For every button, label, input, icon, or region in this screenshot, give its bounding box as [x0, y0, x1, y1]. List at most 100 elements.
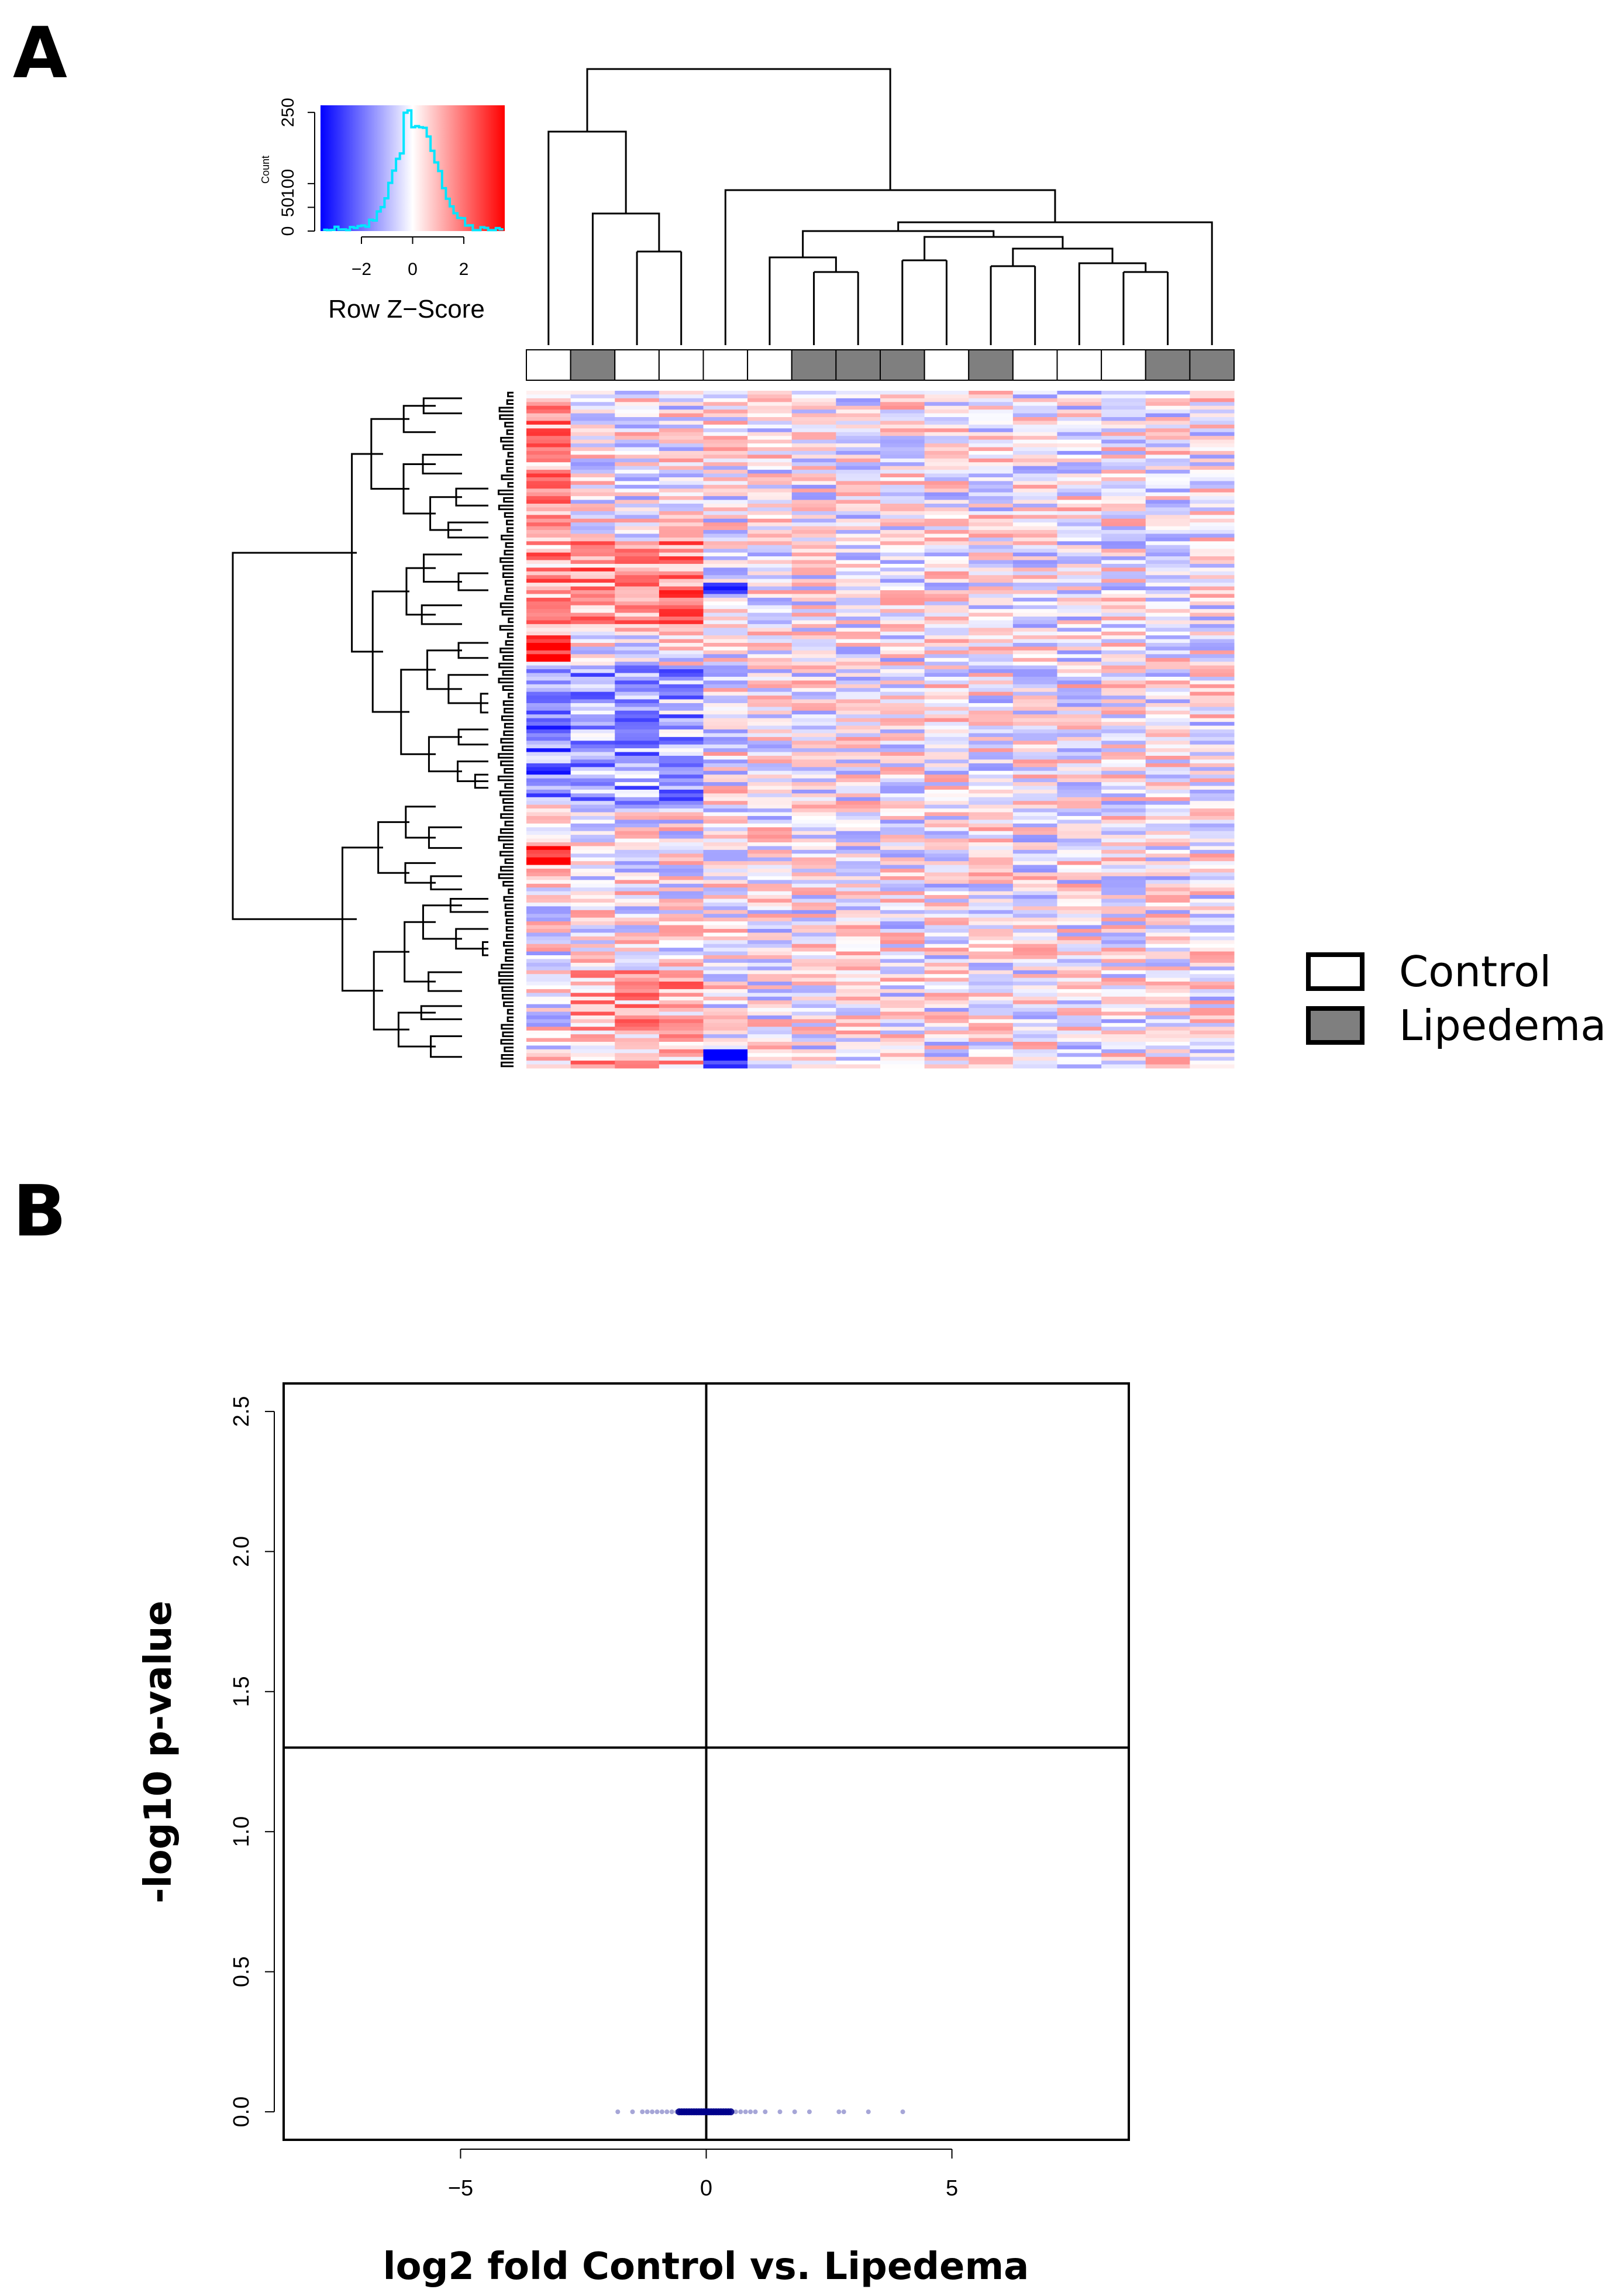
- heatmap-cell: [791, 545, 836, 549]
- heatmap-cell: [570, 906, 615, 911]
- heatmap-cell: [924, 770, 969, 775]
- heatmap-cell: [791, 699, 836, 704]
- heatmap-cell: [659, 936, 704, 941]
- heatmap-cell: [703, 421, 748, 425]
- heatmap-cell: [1190, 628, 1235, 632]
- heatmap-cell: [1012, 853, 1058, 858]
- heatmap-cell: [1012, 770, 1058, 775]
- heatmap-cell: [1012, 989, 1058, 993]
- heatmap-cell: [791, 458, 836, 463]
- heatmap-cell: [1012, 473, 1058, 478]
- heatmap-cell: [526, 925, 571, 930]
- heatmap-cell: [880, 617, 925, 621]
- heatmap-cell: [570, 801, 615, 806]
- heatmap-cell: [791, 609, 836, 614]
- heatmap-cell: [969, 556, 1014, 560]
- heatmap-cell: [1190, 624, 1235, 628]
- heatmap-cell: [659, 966, 704, 971]
- heatmap-cell: [880, 797, 925, 801]
- heatmap-cell: [880, 982, 925, 986]
- heatmap-cell: [1101, 827, 1146, 832]
- heatmap-cell: [703, 643, 748, 647]
- heatmap-cell: [526, 857, 571, 862]
- heatmap-cell: [1101, 699, 1146, 704]
- heatmap-cell: [1057, 665, 1102, 670]
- heatmap-cell: [969, 880, 1014, 884]
- heatmap-cell: [615, 458, 660, 463]
- heatmap-cell: [1145, 477, 1190, 481]
- heatmap-cell: [526, 770, 571, 775]
- heatmap-cell: [880, 409, 925, 414]
- heatmap-cell: [703, 752, 748, 756]
- heatmap-cell: [1145, 1008, 1190, 1012]
- heatmap-cell: [1145, 526, 1190, 531]
- heatmap-cell: [747, 699, 793, 704]
- heatmap-cell: [791, 767, 836, 772]
- heatmap-cell: [969, 789, 1014, 794]
- heatmap-cell: [880, 436, 925, 440]
- heatmap-cell: [969, 631, 1014, 636]
- heatmap-cell: [1057, 398, 1102, 402]
- heatmap-cell: [836, 673, 881, 677]
- heatmap-cell: [1101, 609, 1146, 614]
- heatmap-cell: [615, 891, 660, 896]
- heatmap-cell: [526, 1019, 571, 1024]
- heatmap-cell: [1101, 533, 1146, 538]
- heatmap-cell: [526, 421, 571, 425]
- heatmap-cell: [570, 914, 615, 918]
- heatmap-cell: [703, 756, 748, 760]
- heatmap-cell: [880, 752, 925, 756]
- heatmap-cell: [1012, 1027, 1058, 1031]
- heatmap-cell: [1101, 518, 1146, 523]
- heatmap-cell: [747, 1064, 793, 1069]
- heatmap-cell: [703, 1023, 748, 1027]
- heatmap-cell: [747, 1061, 793, 1065]
- y-tick-label: 0.0: [229, 2097, 254, 2128]
- heatmap-cell: [1057, 1056, 1102, 1061]
- heatmap-cell: [526, 699, 571, 704]
- heatmap-cell: [1057, 982, 1102, 986]
- heatmap-cell: [570, 849, 615, 854]
- heatmap-cell: [659, 736, 704, 741]
- heatmap-cell: [791, 658, 836, 662]
- heatmap-cell: [526, 797, 571, 801]
- heatmap-cell: [1012, 714, 1058, 719]
- heatmap-cell: [1012, 869, 1058, 873]
- heatmap-cell: [791, 617, 836, 621]
- heatmap-cell: [526, 579, 571, 583]
- heatmap-cell: [924, 484, 969, 489]
- heatmap-cell: [836, 631, 881, 636]
- heatmap-cell: [570, 537, 615, 542]
- heatmap-cell: [570, 895, 615, 899]
- heatmap-cell: [880, 804, 925, 809]
- heatmap-cell: [570, 1061, 615, 1065]
- heatmap-cell: [526, 436, 571, 440]
- heatmap-cell: [836, 748, 881, 753]
- row-dendrogram-leaf: [504, 549, 514, 556]
- heatmap-cell: [1057, 951, 1102, 956]
- heatmap-cell: [1190, 609, 1235, 614]
- heatmap-cell: [791, 1061, 836, 1065]
- heatmap-cell: [791, 515, 836, 519]
- heatmap-cell: [1101, 865, 1146, 869]
- heatmap-cell: [1145, 500, 1190, 504]
- heatmap-cell: [1101, 1034, 1146, 1039]
- color-key-y-tick-label: 250: [278, 98, 298, 127]
- heatmap-cell: [880, 1045, 925, 1050]
- heatmap-cell: [1012, 391, 1058, 395]
- heatmap-cell: [747, 789, 793, 794]
- heatmap-cell: [1145, 744, 1190, 749]
- heatmap-cell: [836, 770, 881, 775]
- heatmap-cell: [969, 932, 1014, 937]
- heatmap-cell: [1190, 515, 1235, 519]
- heatmap-cell: [880, 770, 925, 775]
- heatmap-cell: [791, 450, 836, 455]
- heatmap-cell: [526, 447, 571, 452]
- heatmap-cell: [1057, 552, 1102, 557]
- heatmap-cell: [659, 883, 704, 888]
- heatmap-cell: [703, 936, 748, 941]
- row-dendrogram-leaf: [504, 768, 514, 774]
- heatmap-cell: [570, 925, 615, 930]
- heatmap-cell: [836, 635, 881, 640]
